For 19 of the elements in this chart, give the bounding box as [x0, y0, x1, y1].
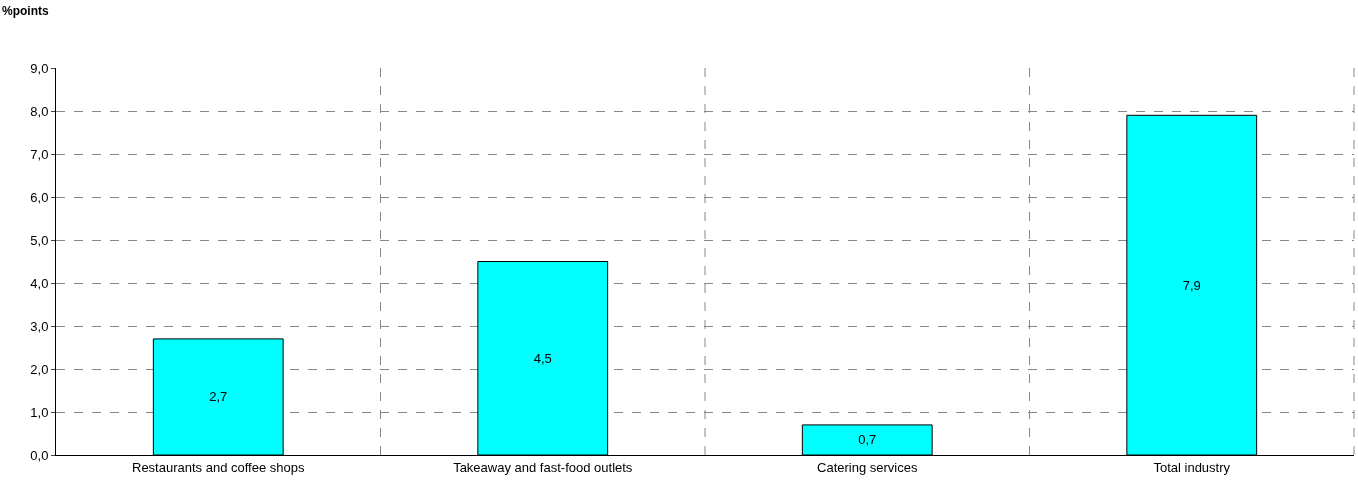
x-tick-label: Takeaway and fast-food outlets: [453, 459, 633, 475]
data-label: 7,9: [1182, 277, 1201, 293]
y-tick-label: 9,0: [30, 60, 49, 76]
data-label: 4,5: [533, 350, 552, 366]
x-tick-label: Restaurants and coffee shops: [132, 459, 305, 475]
y-tick-label: 0,0: [30, 447, 49, 463]
data-label: 2,7: [209, 389, 228, 405]
x-tick-label: Total industry: [1153, 459, 1231, 475]
data-label: 0,7: [858, 432, 877, 448]
x-tick-label: Catering services: [817, 459, 918, 475]
y-tick-label: 7,0: [30, 146, 49, 162]
y-tick-label: 2,0: [30, 361, 49, 377]
y-tick-label: 4,0: [30, 275, 49, 291]
y-tick-label: 6,0: [30, 189, 49, 205]
y-tick-label: 8,0: [30, 103, 49, 119]
y-tick-label: 1,0: [30, 404, 49, 420]
y-tick-label: 3,0: [30, 318, 49, 334]
y-axis-title: %points: [2, 4, 49, 18]
y-tick-label: 5,0: [30, 232, 49, 248]
